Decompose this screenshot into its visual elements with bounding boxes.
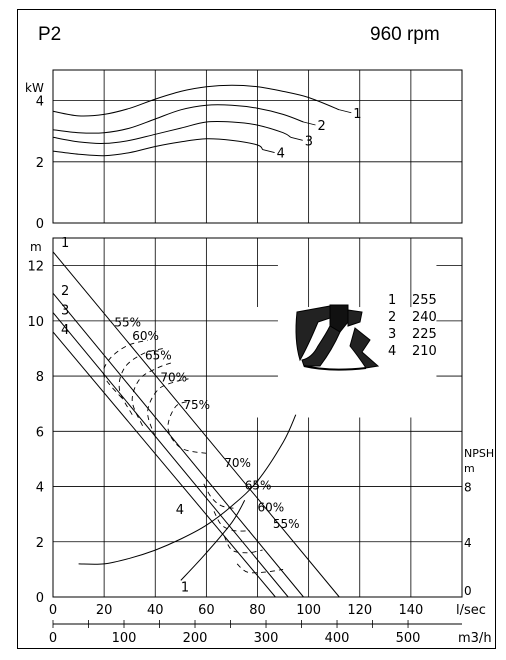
efficiency-label-lower: 65% [245, 478, 272, 492]
power-curve-2 [52, 104, 304, 134]
iso-efficiency-curve [167, 400, 207, 454]
efficiency-label-upper: 70% [160, 371, 187, 385]
power-y-tick-label: 2 [36, 156, 44, 171]
efficiency-label-upper: 55% [114, 315, 141, 329]
efficiency-label-lower: 70% [224, 456, 251, 470]
impeller-legend-diameter-1: 255 [412, 293, 437, 308]
iso-efficiency-curve [147, 378, 189, 437]
head-curve-1 [52, 251, 340, 598]
efficiency-label-lower: 60% [258, 500, 285, 514]
efficiency-label-upper: 65% [145, 349, 172, 363]
flow-ls-tick-label: 20 [96, 603, 113, 618]
flow-ls-axis-label: l/sec [456, 603, 486, 618]
head-y-tick-label: 10 [27, 315, 44, 330]
flow-m3h-tick-label: 300 [254, 631, 279, 646]
head-y-tick-label: 0 [36, 591, 44, 606]
iso-efficiency-curve [213, 511, 250, 532]
power-curve-label-1: 1 [353, 107, 361, 122]
npsh-curve-label-4: 4 [176, 503, 184, 518]
iso-efficiency-curve [203, 483, 238, 510]
power-y-tick-label: 0 [36, 217, 44, 232]
power-curve-4 [52, 138, 264, 157]
head-curve-4 [52, 331, 276, 598]
iso-efficiency-curve [131, 361, 174, 426]
npsh-axis-unit: m [464, 462, 475, 475]
flow-ls-tick-label: 100 [296, 603, 321, 618]
npsh-curve-label-1: 1 [181, 580, 189, 595]
head-curve-label-4: 4 [61, 323, 69, 338]
impeller-shroud-right [347, 309, 363, 327]
flow-ls-tick-label: 120 [347, 603, 372, 618]
iso-efficiency-curve [236, 563, 284, 574]
flow-m3h-tick-label: 100 [112, 631, 137, 646]
power-curve-leader [303, 121, 316, 126]
head-y-tick-label: 12 [27, 260, 44, 275]
flow-ls-tick-label: 40 [147, 603, 164, 618]
flow-m3h-tick-label: 500 [396, 631, 421, 646]
flow-ls-tick-label: 60 [198, 603, 215, 618]
impeller-shroud-left [295, 305, 331, 362]
head-y-tick-label: 2 [36, 536, 44, 551]
power-curve-leader [339, 109, 352, 114]
flow-m3h-axis-label: m3/h [458, 631, 492, 646]
head-y-tick-label: 6 [36, 425, 44, 440]
impeller-legend-curve-2: 2 [388, 310, 396, 325]
iso-efficiency-curve [223, 535, 263, 554]
pump-model-title: P2 [38, 24, 62, 45]
power-y-tick-label: 4 [36, 95, 44, 110]
npsh-tick-label: 4 [464, 536, 472, 550]
power-curve-leader [290, 136, 303, 141]
power-curve-label-4: 4 [277, 147, 285, 162]
impeller-vane [301, 325, 341, 367]
npsh-axis-label: NPSH [464, 447, 494, 460]
npsh-curve-4 [180, 500, 246, 581]
power-curve-label-3: 3 [305, 134, 313, 149]
power-curve-leader [262, 149, 275, 153]
head-curve-3 [52, 312, 289, 598]
npsh-curve-1 [78, 414, 297, 565]
head-y-tick-label: 8 [36, 370, 44, 385]
impeller-legend-curve-1: 1 [388, 293, 396, 308]
impeller-legend-curve-4: 4 [388, 344, 396, 359]
npsh-tick-label: 0 [464, 584, 472, 598]
npsh-tick-label: 8 [464, 481, 472, 495]
impeller-outlet [349, 327, 380, 369]
power-curve-1 [52, 84, 340, 117]
iso-efficiency-curve [118, 348, 164, 415]
flow-ls-tick-label: 140 [398, 603, 423, 618]
impeller-hub [329, 304, 349, 333]
impeller-legend-diameter-2: 240 [412, 310, 437, 325]
impeller-legend-diameter-3: 225 [412, 327, 437, 342]
flow-m3h-tick-label: 0 [49, 631, 57, 646]
impeller-base [303, 365, 367, 371]
flow-m3h-tick-label: 400 [325, 631, 350, 646]
head-y-axis-label: m [30, 240, 42, 254]
sheet-frame [17, 9, 496, 649]
head-y-tick-label: 4 [36, 481, 44, 496]
head-curve-label-1: 1 [61, 236, 69, 251]
impeller-legend-curve-3: 3 [388, 327, 396, 342]
power-curve-label-2: 2 [318, 119, 326, 134]
flow-m3h-tick-label: 200 [183, 631, 208, 646]
pump-speed-label: 960 rpm [370, 24, 440, 45]
efficiency-label-lower: 55% [273, 517, 300, 531]
impeller-legend-diameter-4: 210 [412, 344, 437, 359]
power-curve-3 [52, 120, 291, 144]
flow-ls-tick-label: 0 [49, 603, 57, 618]
efficiency-label-upper: 60% [132, 329, 159, 343]
power-y-axis-label: kW [25, 81, 44, 95]
head-curve-label-2: 2 [61, 284, 69, 299]
flow-ls-tick-label: 80 [249, 603, 266, 618]
iso-efficiency-curve [103, 339, 148, 399]
efficiency-label-upper: 75% [183, 398, 210, 412]
head-curve-label-3: 3 [61, 304, 69, 319]
head-curve-2 [52, 292, 304, 598]
